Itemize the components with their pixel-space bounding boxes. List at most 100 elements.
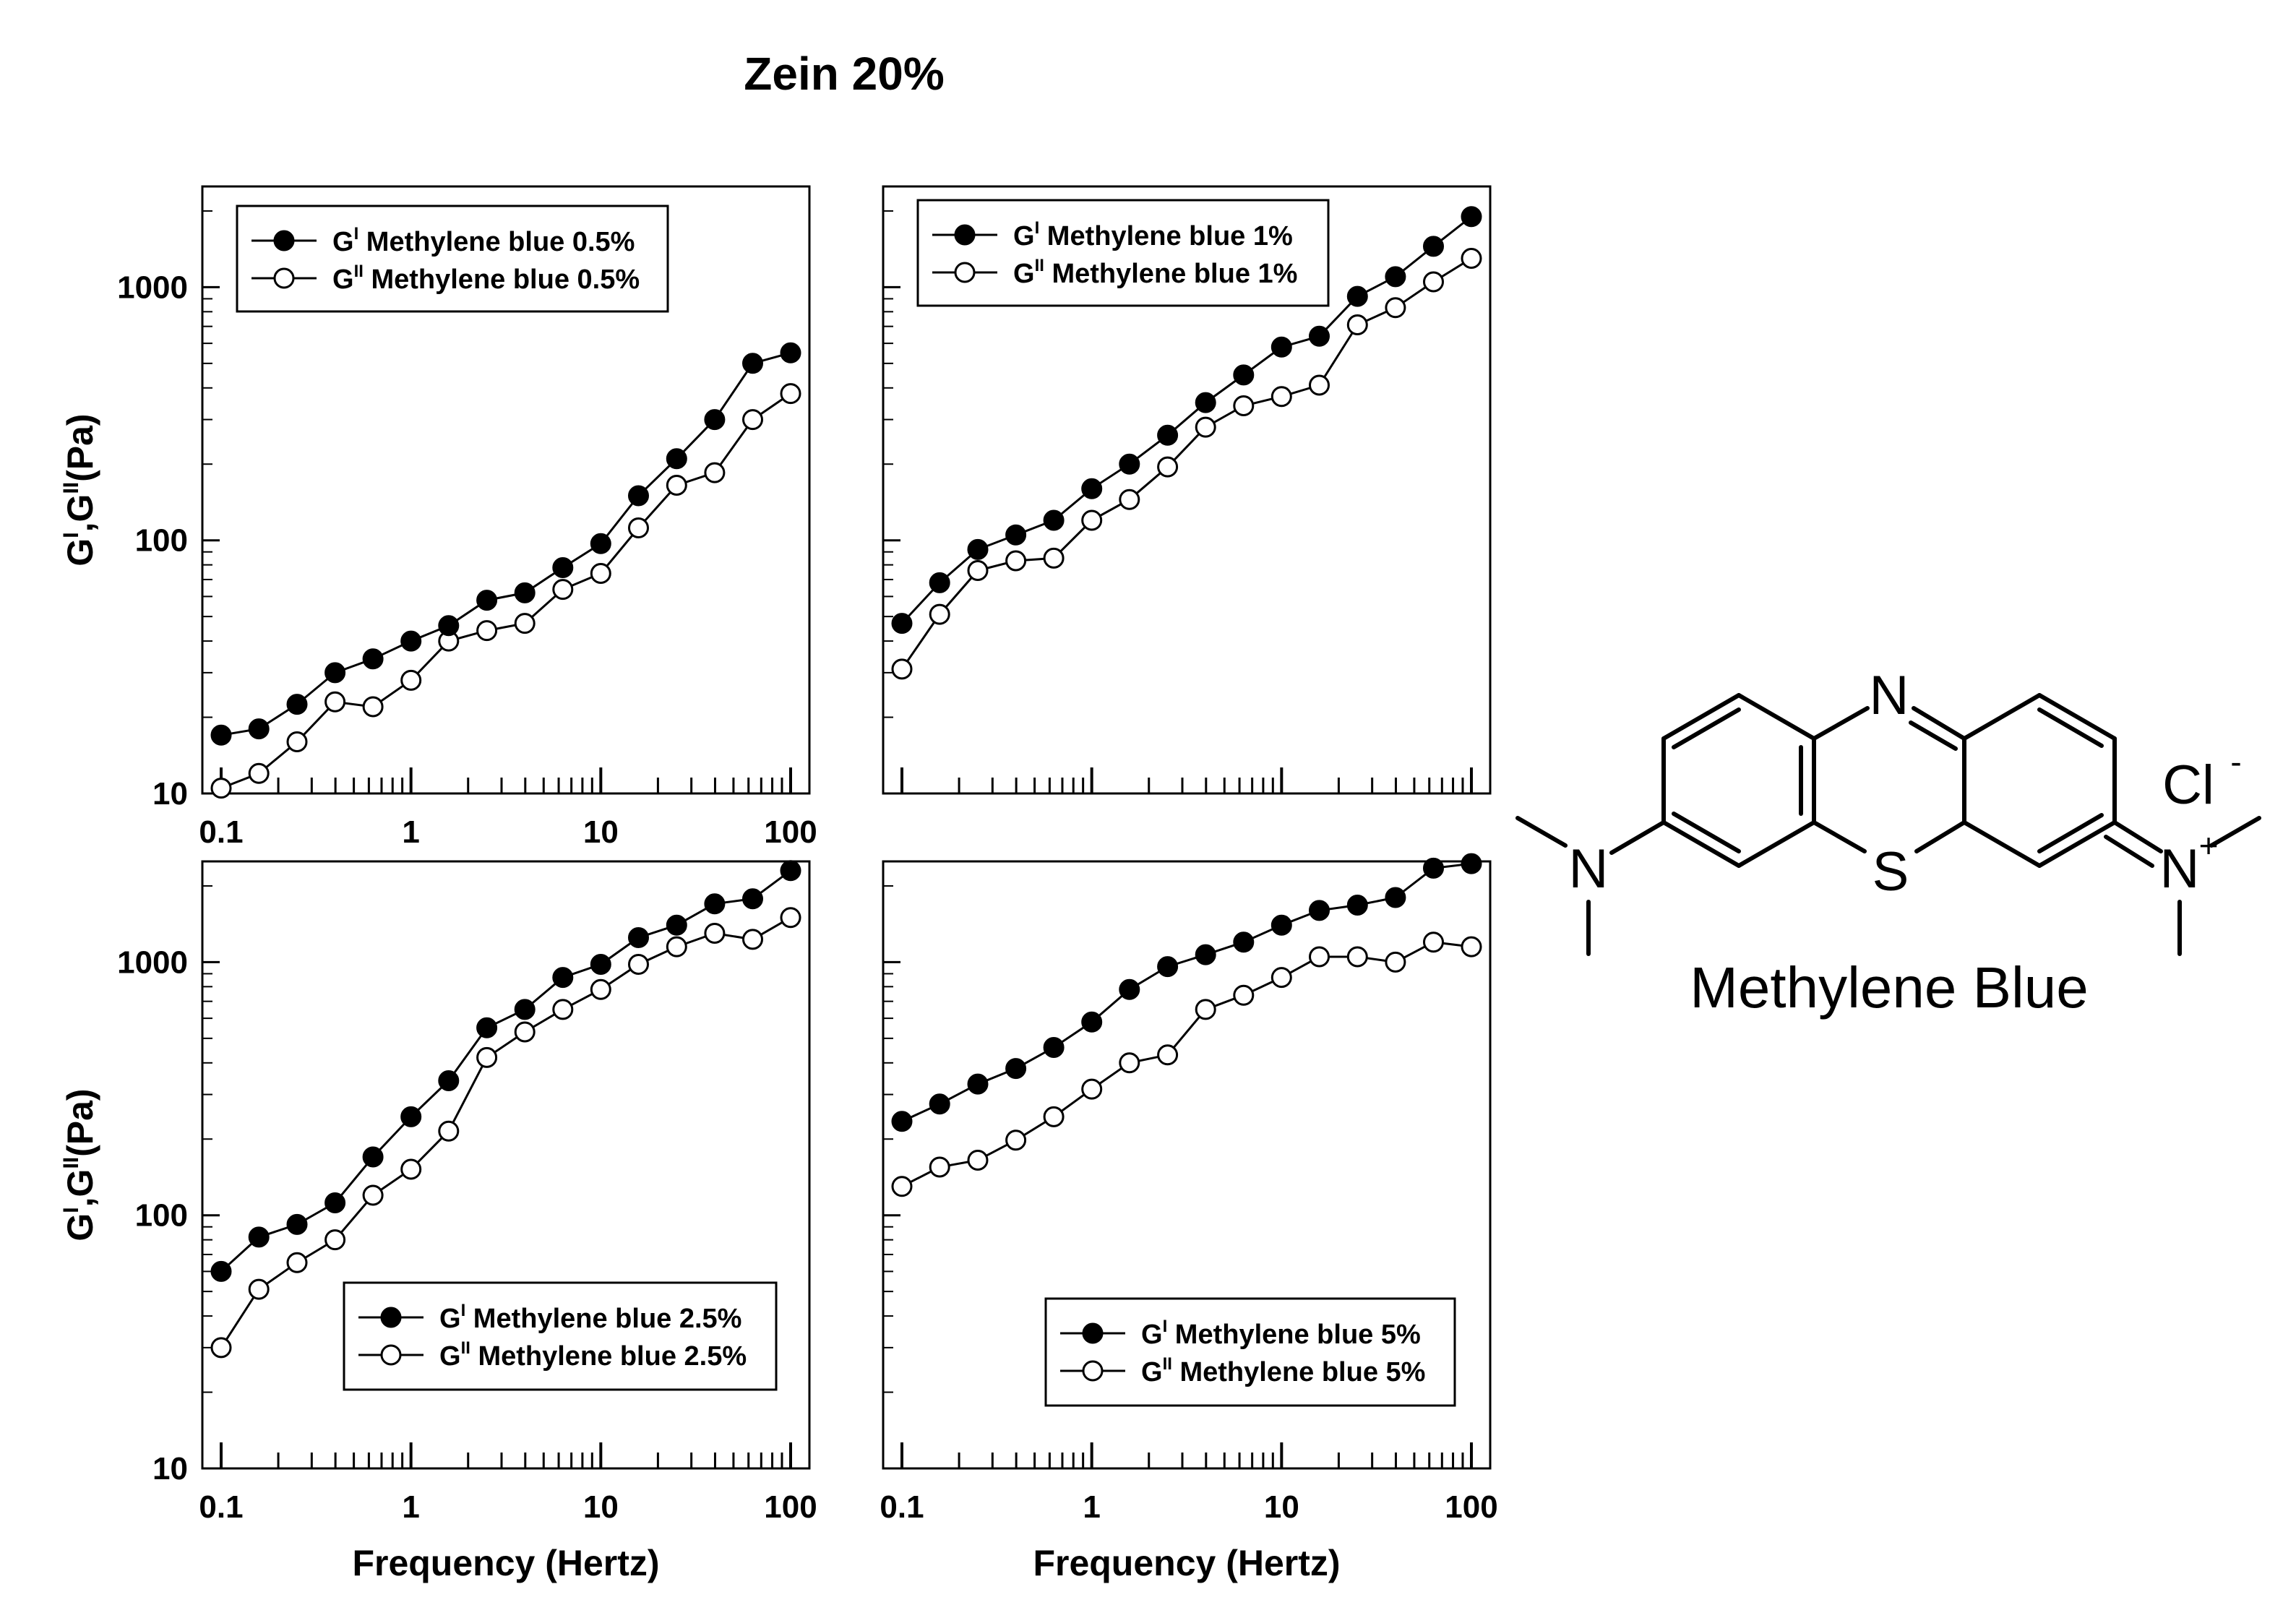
data-point <box>1461 936 1482 958</box>
data-point <box>400 1158 422 1180</box>
data-point <box>476 1046 498 1068</box>
data-point <box>1081 1011 1103 1033</box>
y-tick-label: 1000 <box>117 944 188 980</box>
molecule-name: Methylene Blue <box>1690 955 2088 1020</box>
data-point <box>1081 1078 1103 1100</box>
data-point <box>704 893 726 915</box>
y-tick-label: 1000 <box>117 270 188 305</box>
data-point <box>666 936 687 958</box>
data-point <box>1043 1037 1065 1058</box>
series-line <box>220 351 791 736</box>
data-point <box>1119 453 1140 475</box>
data-point <box>666 448 687 470</box>
data-point <box>1005 1129 1027 1151</box>
data-point <box>1423 271 1444 293</box>
data-point <box>514 613 536 634</box>
data-point <box>324 662 346 684</box>
data-point <box>1309 900 1330 921</box>
legend-entry: GII Methylene blue 0.5% <box>251 262 640 295</box>
panel-bottom-right: 0.1 1 10 100 GI Methylene blue 5% GII Methyle… <box>880 853 1498 1525</box>
data-point <box>1346 314 1368 335</box>
data-point <box>1385 297 1406 319</box>
panel-top-left: 0.1 1 10 100 10 100 1000 GI Methylene blue 0.5%… <box>117 185 817 850</box>
data-point <box>628 927 649 948</box>
data-point <box>666 475 687 496</box>
data-point <box>1270 336 1292 358</box>
data-point <box>666 914 687 936</box>
panel-top-right: GI Methylene blue 1% GII Methylene blue 1… <box>882 185 1492 795</box>
legend-entry: GI Methylene blue 1% <box>932 218 1293 251</box>
x-axis-label-left: Frequency (Hertz) <box>352 1543 659 1583</box>
y-axis-label-top: GI,GII(Pa) <box>59 413 100 566</box>
data-point <box>438 1120 460 1142</box>
legend-entry: GII Methylene blue 1% <box>932 256 1297 289</box>
imine-bond <box>2112 820 2163 853</box>
legend: GI Methylene blue 0.5% GII Methylene blue… <box>236 205 669 313</box>
double-bond <box>2037 813 2104 853</box>
series-line <box>220 869 791 1273</box>
legend-marker <box>954 262 976 283</box>
ring-bond <box>1962 693 2042 741</box>
data-point <box>1423 931 1444 953</box>
plot-frame <box>882 860 1492 1470</box>
data-point <box>1423 236 1444 257</box>
data-point <box>476 590 498 611</box>
methylene-blue-structure: NSN N +Cl -Methylene Blue <box>1515 665 2261 1020</box>
x-tick-label: 1 <box>402 1489 419 1525</box>
legend-marker <box>1082 1322 1104 1344</box>
series-G-double-prime <box>891 931 1482 1197</box>
ring-bond <box>2037 693 2117 741</box>
data-point <box>590 978 611 1000</box>
axis-labels: GI,GII(Pa) GI,GII(Pa) Frequency (Hertz) Fre… <box>59 413 1341 1583</box>
plot-frame <box>201 860 811 1470</box>
data-point <box>780 860 801 882</box>
bridge-bond <box>1912 706 1966 741</box>
data-point <box>248 762 270 784</box>
data-point <box>400 1106 422 1127</box>
series-G-double-prime <box>891 248 1482 680</box>
data-point <box>628 517 649 538</box>
data-point <box>552 557 574 578</box>
data-point <box>552 579 574 601</box>
data-point <box>1385 266 1406 288</box>
data-point <box>286 1213 308 1235</box>
legend-marker <box>954 224 976 246</box>
data-point <box>1270 967 1292 989</box>
legend-marker <box>380 1344 402 1366</box>
iminium-nitrogen-atom: N <box>2160 838 2200 900</box>
series-line <box>901 862 1472 1123</box>
methyl-bond <box>1515 816 1568 848</box>
y-tick-label: 10 <box>152 1451 188 1486</box>
data-point <box>929 603 950 625</box>
data-point <box>891 1176 913 1197</box>
data-point <box>742 888 763 910</box>
negative-charge: - <box>2230 743 2241 780</box>
x-tick-label: 0.1 <box>880 1489 924 1525</box>
data-point <box>1081 509 1103 531</box>
series-line <box>900 215 1472 624</box>
x-tick-label: 10 <box>583 814 619 850</box>
legend-box <box>916 199 1330 307</box>
data-point <box>210 1260 232 1282</box>
data-point <box>1461 206 1482 228</box>
panels: 0.1 1 10 100 10 100 1000 GI Methylene blue 0.5%… <box>117 185 1498 1525</box>
data-point <box>1346 895 1368 916</box>
double-bond <box>1909 720 1958 751</box>
x-tick-label: 100 <box>764 814 817 850</box>
ring-bond <box>2037 820 2117 868</box>
data-point <box>552 967 574 989</box>
legend-label: GI Methylene blue 1% <box>1013 218 1293 251</box>
data-point <box>1233 931 1255 953</box>
legend-label: GII Methylene blue 5% <box>1141 1354 1425 1387</box>
data-point <box>514 1021 536 1043</box>
data-point <box>1157 424 1179 446</box>
legend-marker <box>1082 1360 1104 1382</box>
amine-bond <box>1609 820 1666 855</box>
data-point <box>1005 524 1027 546</box>
data-point <box>248 1226 270 1248</box>
x-tick-label: 100 <box>1445 1489 1497 1525</box>
data-point <box>362 1184 384 1206</box>
data-point <box>929 1093 950 1115</box>
imine-double-bond <box>2104 835 2154 868</box>
data-point <box>286 1252 308 1273</box>
